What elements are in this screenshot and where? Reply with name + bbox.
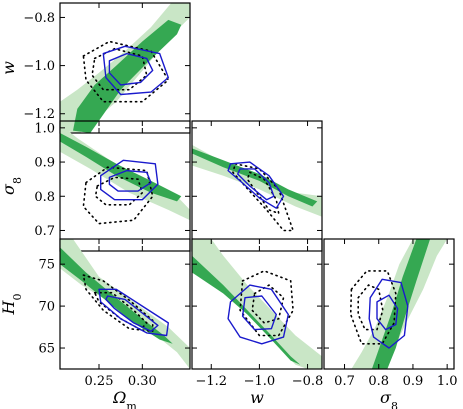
panel-H0-vs-Om bbox=[60, 239, 190, 369]
solid-contour-2 bbox=[227, 284, 289, 345]
panel-frame bbox=[59, 120, 191, 252]
panel-frame bbox=[59, 2, 191, 134]
x-tick-label: −0.8 bbox=[292, 374, 324, 389]
axis-label-s8: σ8 bbox=[0, 177, 24, 195]
x-tick-label: 0.7 bbox=[334, 374, 355, 389]
axis-label-s8: σ8 bbox=[380, 388, 398, 409]
dotted-contour-1 bbox=[357, 284, 384, 331]
outer-band bbox=[60, 239, 190, 369]
y-tick-label: 75 bbox=[38, 258, 55, 273]
y-tick-label: 0.7 bbox=[34, 224, 55, 239]
dotted-contour-2 bbox=[82, 40, 170, 103]
axis-label-H0: H0 bbox=[0, 294, 24, 316]
axis-label-w: w bbox=[250, 388, 264, 407]
panel-frame bbox=[191, 120, 323, 252]
panel-s8-vs-w bbox=[192, 138, 322, 232]
solid-contour-2 bbox=[99, 159, 159, 201]
axis-label-w: w bbox=[0, 61, 18, 75]
x-tick-label: 1.0 bbox=[437, 374, 458, 389]
solid-contour-1 bbox=[236, 168, 275, 201]
inner-band bbox=[60, 133, 182, 202]
dotted-contour-2 bbox=[82, 166, 154, 225]
dotted-contour-1 bbox=[94, 176, 144, 206]
y-tick-label: −0.8 bbox=[23, 11, 55, 26]
solid-contour-1 bbox=[105, 295, 159, 332]
solid-contour-1 bbox=[241, 295, 277, 331]
solid-contour-1 bbox=[108, 52, 154, 86]
x-tick-label: 0.30 bbox=[128, 374, 157, 389]
solid-contour-2 bbox=[98, 288, 170, 337]
dotted-contour-1 bbox=[93, 291, 148, 331]
x-tick-label: 0.8 bbox=[368, 374, 389, 389]
solid-contour-2 bbox=[102, 45, 170, 96]
inner-band bbox=[192, 148, 318, 207]
solid-contour-2 bbox=[227, 161, 285, 209]
panel-frame bbox=[191, 238, 323, 370]
dotted-contour-2 bbox=[349, 270, 397, 345]
solid-contour-2 bbox=[368, 278, 409, 349]
y-tick-label: 70 bbox=[38, 300, 55, 315]
dotted-contour-2 bbox=[82, 273, 154, 333]
x-tick-label: −1.2 bbox=[195, 374, 227, 389]
panel-frame bbox=[323, 238, 455, 370]
y-tick-label: 65 bbox=[38, 342, 55, 357]
y-tick-label: 0.8 bbox=[34, 190, 55, 205]
outer-band bbox=[192, 239, 322, 369]
panel-w-vs-Om bbox=[60, 3, 190, 133]
y-tick-label: −1.0 bbox=[23, 59, 55, 74]
solid-contour-1 bbox=[376, 294, 399, 331]
y-tick-label: −1.2 bbox=[23, 107, 55, 122]
inner-band bbox=[192, 255, 301, 365]
solid-contour-1 bbox=[108, 169, 152, 192]
panel-frame bbox=[59, 238, 191, 370]
dotted-contour-1 bbox=[251, 284, 285, 324]
y-tick-label: 1.0 bbox=[34, 121, 55, 136]
y-tick-label: 0.9 bbox=[34, 156, 55, 171]
x-tick-label: 0.9 bbox=[403, 374, 424, 389]
inner-band bbox=[73, 19, 182, 133]
panel-H0-vs-s8 bbox=[349, 239, 448, 369]
panel-s8-vs-Om bbox=[60, 127, 190, 225]
inner-band bbox=[371, 239, 431, 369]
dotted-contour-1 bbox=[246, 171, 280, 215]
axis-label-Om: Ωm bbox=[112, 388, 137, 409]
panel-H0-vs-w bbox=[192, 239, 322, 369]
x-tick-label: 0.25 bbox=[85, 374, 114, 389]
dotted-contour-2 bbox=[232, 162, 295, 232]
x-tick-label: −1.0 bbox=[244, 374, 276, 389]
dotted-contour-1 bbox=[91, 47, 148, 91]
